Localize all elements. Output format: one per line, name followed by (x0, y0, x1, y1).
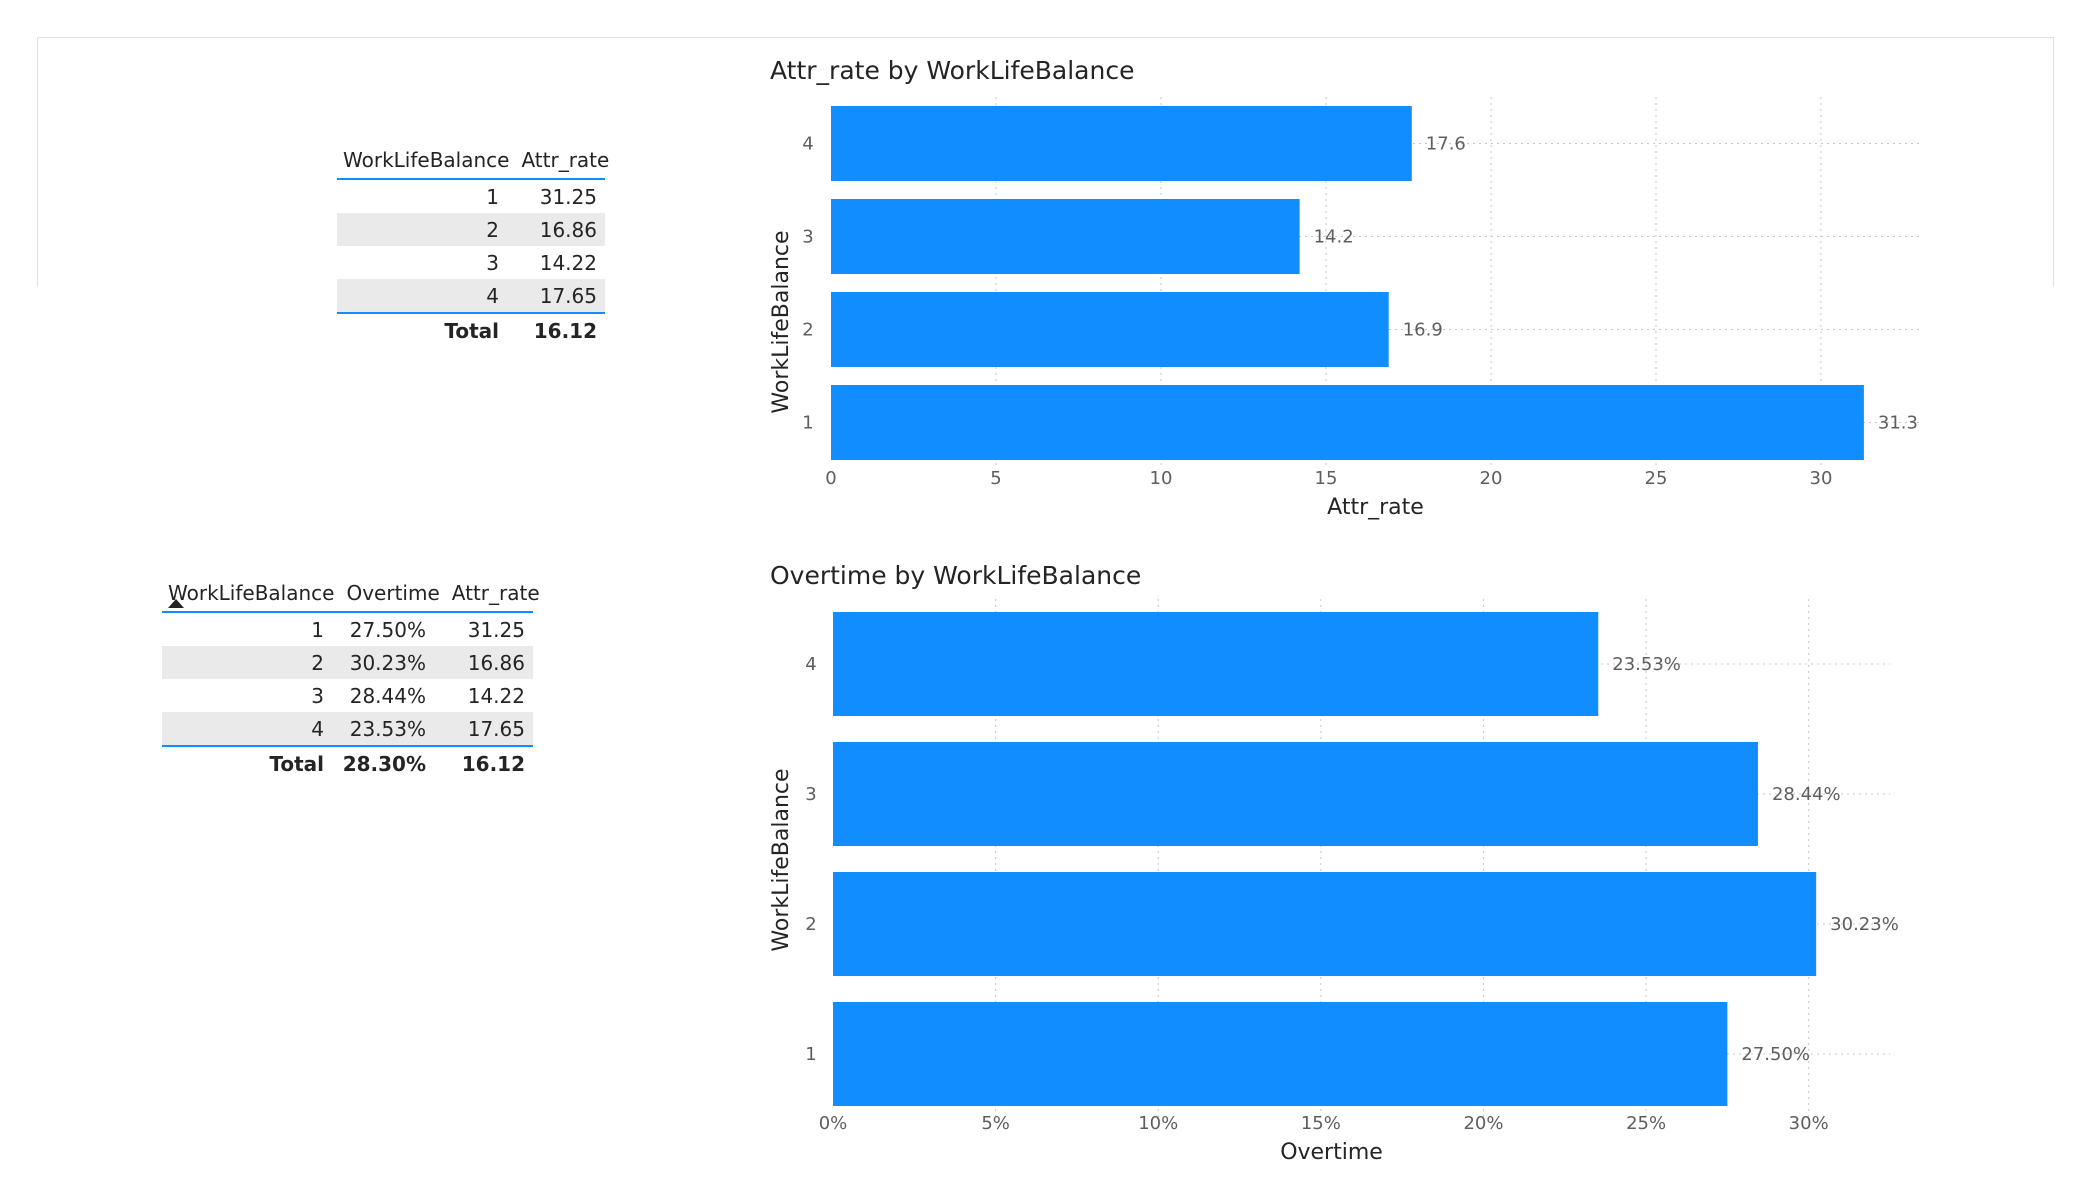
cell-overtime: 28.44% (349, 683, 426, 708)
x-tick-label: 10% (1138, 1113, 1178, 1134)
cell-attr-rate: 31.25 (539, 184, 597, 209)
attr-rate-table: WorkLifeBalance Attr_rate 1 31.25 2 16.8… (337, 134, 609, 348)
data-label: 16.9 (1403, 320, 1443, 341)
cell-overtime: 30.23% (349, 650, 426, 675)
data-label: 30.23% (1830, 914, 1899, 935)
table-total-row: Total 16.12 (337, 312, 605, 348)
total-label: Total (444, 319, 499, 343)
bar-worklifebalance-3 (831, 199, 1300, 274)
x-tick-label: 30 (1810, 468, 1833, 489)
x-tick-label: 30% (1789, 1113, 1829, 1134)
data-label: 28.44% (1772, 784, 1841, 805)
table-total-row: Total 28.30% 16.12 (162, 745, 533, 781)
total-attr-rate: 16.12 (533, 319, 597, 343)
y-tick-label: 1 (805, 1044, 816, 1065)
overtime-table: WorkLifeBalance Overtime Attr_rate 1 27.… (162, 567, 540, 781)
bar-worklifebalance-4 (831, 106, 1412, 181)
y-tick-label: 3 (805, 784, 816, 805)
y-axis-title: WorkLifeBalance (769, 230, 794, 413)
total-overtime: 28.30% (342, 752, 426, 776)
cell-attr-rate: 14.22 (539, 250, 597, 275)
chart-title-attr-rate: Attr_rate by WorkLifeBalance (770, 56, 1135, 85)
x-axis-title: Attr_rate (1327, 495, 1424, 520)
y-tick-label: 2 (802, 320, 813, 341)
x-tick-label: 15% (1301, 1113, 1341, 1134)
cell-overtime: 27.50% (349, 617, 426, 642)
table-row[interactable]: 3 14.22 (337, 246, 605, 279)
bar-worklifebalance-2 (831, 292, 1389, 367)
data-label: 14.2 (1314, 227, 1354, 248)
cell-worklifebalance: 1 (486, 184, 499, 209)
y-tick-label: 1 (802, 413, 813, 434)
y-axis-title: WorkLifeBalance (769, 768, 794, 951)
column-header-attr-rate[interactable]: Attr_rate (451, 581, 540, 605)
data-label: 17.6 (1426, 134, 1466, 155)
cell-worklifebalance: 4 (311, 716, 324, 741)
x-tick-label: 20 (1480, 468, 1503, 489)
cell-worklifebalance: 2 (311, 650, 324, 675)
total-attr-rate: 16.12 (461, 752, 525, 776)
table-row[interactable]: 3 28.44% 14.22 (162, 679, 533, 712)
x-tick-label: 5 (990, 468, 1001, 489)
data-label: 27.50% (1741, 1044, 1810, 1065)
table-row[interactable]: 1 31.25 (337, 180, 605, 213)
x-tick-label: 20% (1463, 1113, 1503, 1134)
column-header-attr-rate[interactable]: Attr_rate (521, 148, 610, 172)
bar-worklifebalance-2 (833, 872, 1817, 976)
cell-worklifebalance: 3 (311, 683, 324, 708)
bar-worklifebalance-1 (831, 385, 1864, 460)
bar-worklifebalance-3 (833, 742, 1758, 846)
x-tick-label: 5% (981, 1113, 1010, 1134)
y-tick-label: 3 (802, 227, 813, 248)
cell-attr-rate: 16.86 (539, 217, 597, 242)
cell-overtime: 23.53% (349, 716, 426, 741)
bar-worklifebalance-1 (833, 1002, 1728, 1106)
x-tick-label: 0% (819, 1113, 848, 1134)
cell-worklifebalance: 3 (486, 250, 499, 275)
y-tick-label: 4 (802, 134, 813, 155)
bar-worklifebalance-4 (833, 612, 1599, 716)
x-tick-label: 25 (1645, 468, 1668, 489)
table-header: WorkLifeBalance Attr_rate (337, 134, 609, 180)
table-row[interactable]: 2 30.23% 16.86 (162, 646, 533, 679)
frame-left-line (37, 37, 38, 287)
column-header-worklifebalance[interactable]: WorkLifeBalance (343, 148, 510, 172)
column-header-worklifebalance[interactable]: WorkLifeBalance (168, 581, 335, 605)
cell-worklifebalance: 2 (486, 217, 499, 242)
y-tick-label: 2 (805, 914, 816, 935)
data-label: 23.53% (1612, 654, 1681, 675)
table-row[interactable]: 1 27.50% 31.25 (162, 613, 533, 646)
sort-ascending-icon[interactable] (168, 599, 184, 608)
frame-top-line (37, 37, 2054, 38)
x-tick-label: 15 (1315, 468, 1338, 489)
cell-attr-rate: 31.25 (467, 617, 525, 642)
cell-attr-rate: 17.65 (467, 716, 525, 741)
cell-worklifebalance: 4 (486, 283, 499, 308)
total-label: Total (269, 752, 324, 776)
x-tick-label: 25% (1626, 1113, 1666, 1134)
x-tick-label: 0 (825, 468, 836, 489)
table-header: WorkLifeBalance Overtime Attr_rate (162, 567, 540, 613)
table-row[interactable]: 4 17.65 (337, 279, 605, 312)
chart-title-overtime: Overtime by WorkLifeBalance (770, 561, 1142, 590)
table-row[interactable]: 2 16.86 (337, 213, 605, 246)
data-label: 31.3 (1878, 413, 1918, 434)
cell-worklifebalance: 1 (311, 617, 324, 642)
table-row[interactable]: 4 23.53% 17.65 (162, 712, 533, 745)
x-axis-title: Overtime (1280, 1140, 1383, 1165)
cell-attr-rate: 16.86 (467, 650, 525, 675)
x-tick-label: 10 (1150, 468, 1173, 489)
cell-attr-rate: 17.65 (539, 283, 597, 308)
cell-attr-rate: 14.22 (467, 683, 525, 708)
column-header-overtime[interactable]: Overtime (346, 581, 440, 605)
y-tick-label: 4 (805, 654, 816, 675)
frame-right-line (2053, 37, 2054, 287)
